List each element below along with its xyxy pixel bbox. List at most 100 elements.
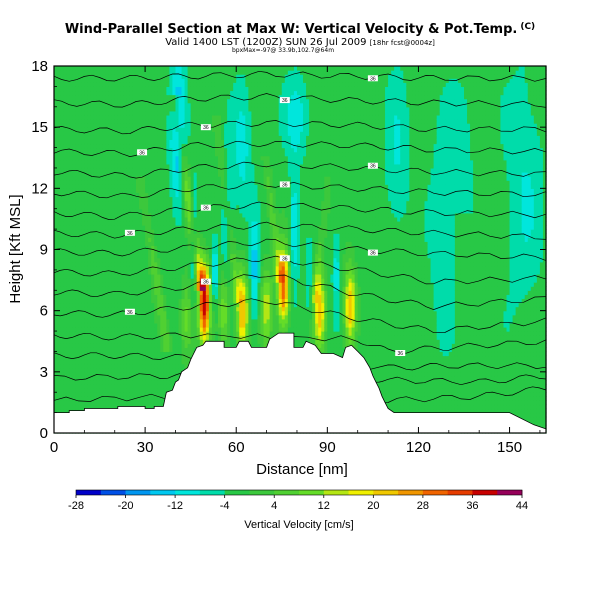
field-cell	[60, 404, 64, 410]
field-cell	[105, 302, 110, 308]
field-cell	[160, 371, 164, 377]
field-cell	[63, 339, 67, 344]
field-cell	[66, 331, 70, 336]
field-cell	[102, 151, 107, 157]
field-cell	[87, 388, 92, 393]
field-cell	[114, 363, 119, 369]
field-cell	[81, 326, 85, 332]
field-cell	[99, 176, 104, 181]
field-cell	[142, 253, 146, 259]
field-cell	[99, 388, 104, 393]
field-cell	[136, 143, 140, 149]
field-cell	[151, 212, 155, 218]
field-cell	[160, 78, 164, 83]
field-cell	[114, 375, 119, 381]
field-cell	[69, 326, 73, 332]
field-cell	[108, 310, 113, 316]
field-cell	[172, 163, 177, 169]
field-cell	[66, 131, 70, 136]
field-cell	[114, 249, 119, 255]
field-cell	[172, 294, 177, 300]
field-cell	[69, 106, 73, 112]
max-info-line: bpxMax=-97@ 33.9b,102.7@64m	[232, 47, 335, 54]
field-cell	[139, 400, 143, 406]
field-cell	[78, 253, 82, 259]
field-cell	[108, 147, 113, 153]
field-cell	[99, 400, 104, 406]
field-cell	[151, 400, 155, 406]
field-cell	[139, 339, 143, 344]
field-cell	[105, 314, 110, 320]
field-cell	[154, 180, 158, 185]
field-cell	[54, 172, 58, 177]
field-cell	[96, 273, 101, 279]
field-cell	[111, 286, 116, 291]
field-cell	[60, 314, 64, 320]
field-cell	[157, 229, 161, 234]
field-cell	[60, 363, 64, 369]
field-cell	[151, 286, 155, 291]
field-cell	[139, 86, 143, 92]
field-cell	[87, 135, 92, 140]
field-cell	[175, 286, 180, 291]
field-cell	[169, 208, 174, 214]
field-cell	[148, 106, 152, 112]
field-cell	[63, 82, 67, 87]
field-cell	[139, 253, 143, 259]
field-cell	[108, 245, 113, 251]
field-cell	[142, 78, 146, 83]
field-cell	[126, 135, 131, 140]
field-cell	[69, 188, 73, 194]
field-cell	[90, 343, 95, 348]
field-cell	[126, 188, 131, 194]
field-cell	[78, 290, 82, 295]
field-cell	[136, 363, 140, 369]
field-cell	[148, 335, 152, 340]
field-cell	[108, 90, 113, 96]
field-cell	[75, 392, 79, 397]
field-cell	[169, 212, 174, 218]
field-cell	[123, 147, 128, 153]
field-cell	[160, 326, 164, 332]
field-cell	[90, 212, 95, 218]
field-cell	[75, 339, 79, 344]
field-cell	[87, 265, 92, 271]
field-cell	[169, 196, 174, 202]
field-cell	[99, 163, 104, 169]
field-cell	[166, 257, 171, 263]
field-cell	[136, 82, 140, 87]
field-cell	[60, 367, 64, 373]
field-cell	[126, 290, 131, 295]
field-cell	[57, 225, 61, 230]
field-cell	[163, 86, 167, 92]
field-cell	[163, 331, 167, 336]
field-cell	[114, 351, 119, 357]
field-cell	[93, 172, 98, 177]
field-cell	[169, 375, 174, 381]
field-cell	[166, 384, 171, 389]
field-cell	[84, 249, 89, 255]
field-cell	[114, 326, 119, 332]
field-cell	[63, 322, 67, 328]
field-cell	[69, 90, 73, 96]
field-cell	[75, 273, 79, 279]
field-cell	[154, 225, 158, 230]
field-cell	[145, 184, 149, 189]
field-cell	[129, 343, 134, 348]
field-cell	[117, 286, 122, 291]
field-cell	[90, 241, 95, 247]
field-cell	[157, 261, 161, 267]
field-cell	[72, 347, 76, 353]
field-cell	[132, 200, 137, 206]
field-cell	[84, 273, 89, 279]
field-cell	[93, 396, 98, 401]
field-cell	[120, 204, 125, 210]
field-cell	[163, 66, 167, 71]
field-cell	[102, 298, 107, 304]
field-cell	[123, 127, 128, 132]
field-cell	[163, 233, 167, 238]
field-cell	[90, 151, 95, 157]
field-cell	[123, 151, 128, 157]
field-cell	[114, 167, 119, 173]
field-cell	[120, 359, 125, 365]
